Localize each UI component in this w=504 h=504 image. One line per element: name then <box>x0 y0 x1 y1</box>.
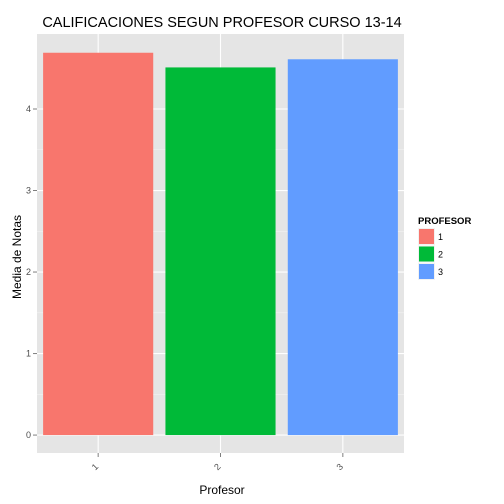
legend-title: PROFESOR <box>418 216 471 227</box>
x-axis-title: Profesor <box>199 483 244 497</box>
y-tick-label: 0 <box>26 430 31 440</box>
bar-profesor-1 <box>43 52 154 436</box>
bar-profesor-2 <box>165 67 276 436</box>
legend-swatch <box>419 246 434 262</box>
y-tick-label: 3 <box>26 186 31 196</box>
legend-label: 3 <box>438 267 443 277</box>
legend-label: 1 <box>438 232 443 242</box>
legend-swatch <box>419 264 434 279</box>
y-axis: 0 1 2 3 4 <box>26 104 37 440</box>
bar-profesor-3 <box>287 59 398 436</box>
chart-title: CALIFICACIONES SEGUN PROFESOR CURSO 13-1… <box>42 15 401 31</box>
legend-swatch <box>419 229 434 244</box>
legend-label: 2 <box>438 250 443 260</box>
x-tick-label: 1 <box>90 462 101 473</box>
y-tick-label: 2 <box>26 267 31 277</box>
x-tick-label: 2 <box>212 462 223 473</box>
x-axis: 1 2 3 <box>90 453 345 472</box>
y-tick-label: 4 <box>26 104 31 114</box>
bars <box>43 52 398 436</box>
y-axis-title: Media de Notas <box>10 215 24 299</box>
y-tick-label: 1 <box>26 349 31 359</box>
legend: PROFESOR 1 2 3 <box>418 216 471 280</box>
x-tick-label: 3 <box>334 462 345 473</box>
